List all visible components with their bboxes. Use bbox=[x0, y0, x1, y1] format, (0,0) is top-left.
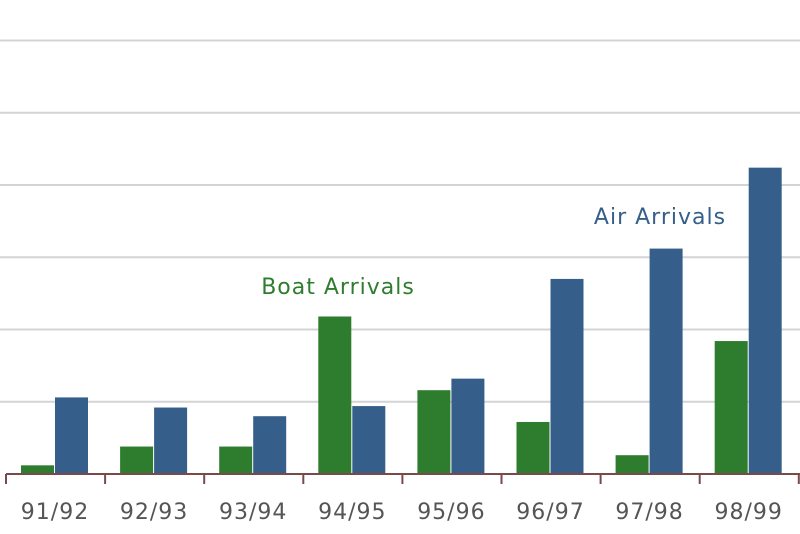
x-tick-label-93-94: 93/94 bbox=[219, 500, 287, 525]
boat-arrivals-bar-95-96 bbox=[417, 390, 451, 474]
boat-arrivals-bar-96-97 bbox=[516, 421, 550, 474]
x-tick-label-94-95: 94/95 bbox=[318, 500, 386, 525]
air-arrivals-bar-98-99 bbox=[748, 167, 782, 474]
x-tick-label-97-98: 97/98 bbox=[615, 500, 683, 525]
boat-arrivals-bar-91-92 bbox=[21, 465, 54, 474]
air-arrivals-bar-95-96 bbox=[451, 378, 485, 474]
x-tick-label-98-99: 98/99 bbox=[714, 500, 782, 525]
boat-arrivals-annotation: Boat Arrivals bbox=[261, 275, 415, 300]
x-axis bbox=[5, 473, 800, 484]
boat-arrivals-bar-98-99 bbox=[714, 341, 748, 474]
x-tick-label-91-92: 91/92 bbox=[21, 500, 89, 525]
air-arrivals-bar-96-97 bbox=[550, 278, 584, 474]
air-arrivals-bar-93-94 bbox=[253, 416, 287, 474]
boat-arrivals-bar-92-93 bbox=[120, 446, 154, 474]
air-arrivals-bar-91-92 bbox=[55, 397, 88, 474]
boat-arrivals-bar-94-95 bbox=[318, 316, 352, 474]
x-tick-label-96-97: 96/97 bbox=[516, 500, 584, 525]
air-arrivals-bar-94-95 bbox=[352, 406, 386, 474]
x-tick-labels: 91/92 92/93 93/94 94/95 95/96 96/97 97/98 98/99 bbox=[21, 500, 782, 525]
boat-arrivals-bar-93-94 bbox=[219, 446, 253, 474]
bars bbox=[21, 167, 782, 474]
air-arrivals-annotation: Air Arrivals bbox=[594, 205, 726, 230]
annotations: Boat Arrivals Air Arrivals bbox=[261, 205, 726, 300]
x-tick-label-95-96: 95/96 bbox=[417, 500, 485, 525]
boat-arrivals-bar-97-98 bbox=[615, 455, 649, 474]
air-arrivals-bar-97-98 bbox=[649, 248, 683, 474]
x-tick-label-92-93: 92/93 bbox=[120, 500, 188, 525]
air-arrivals-bar-92-93 bbox=[154, 407, 188, 474]
